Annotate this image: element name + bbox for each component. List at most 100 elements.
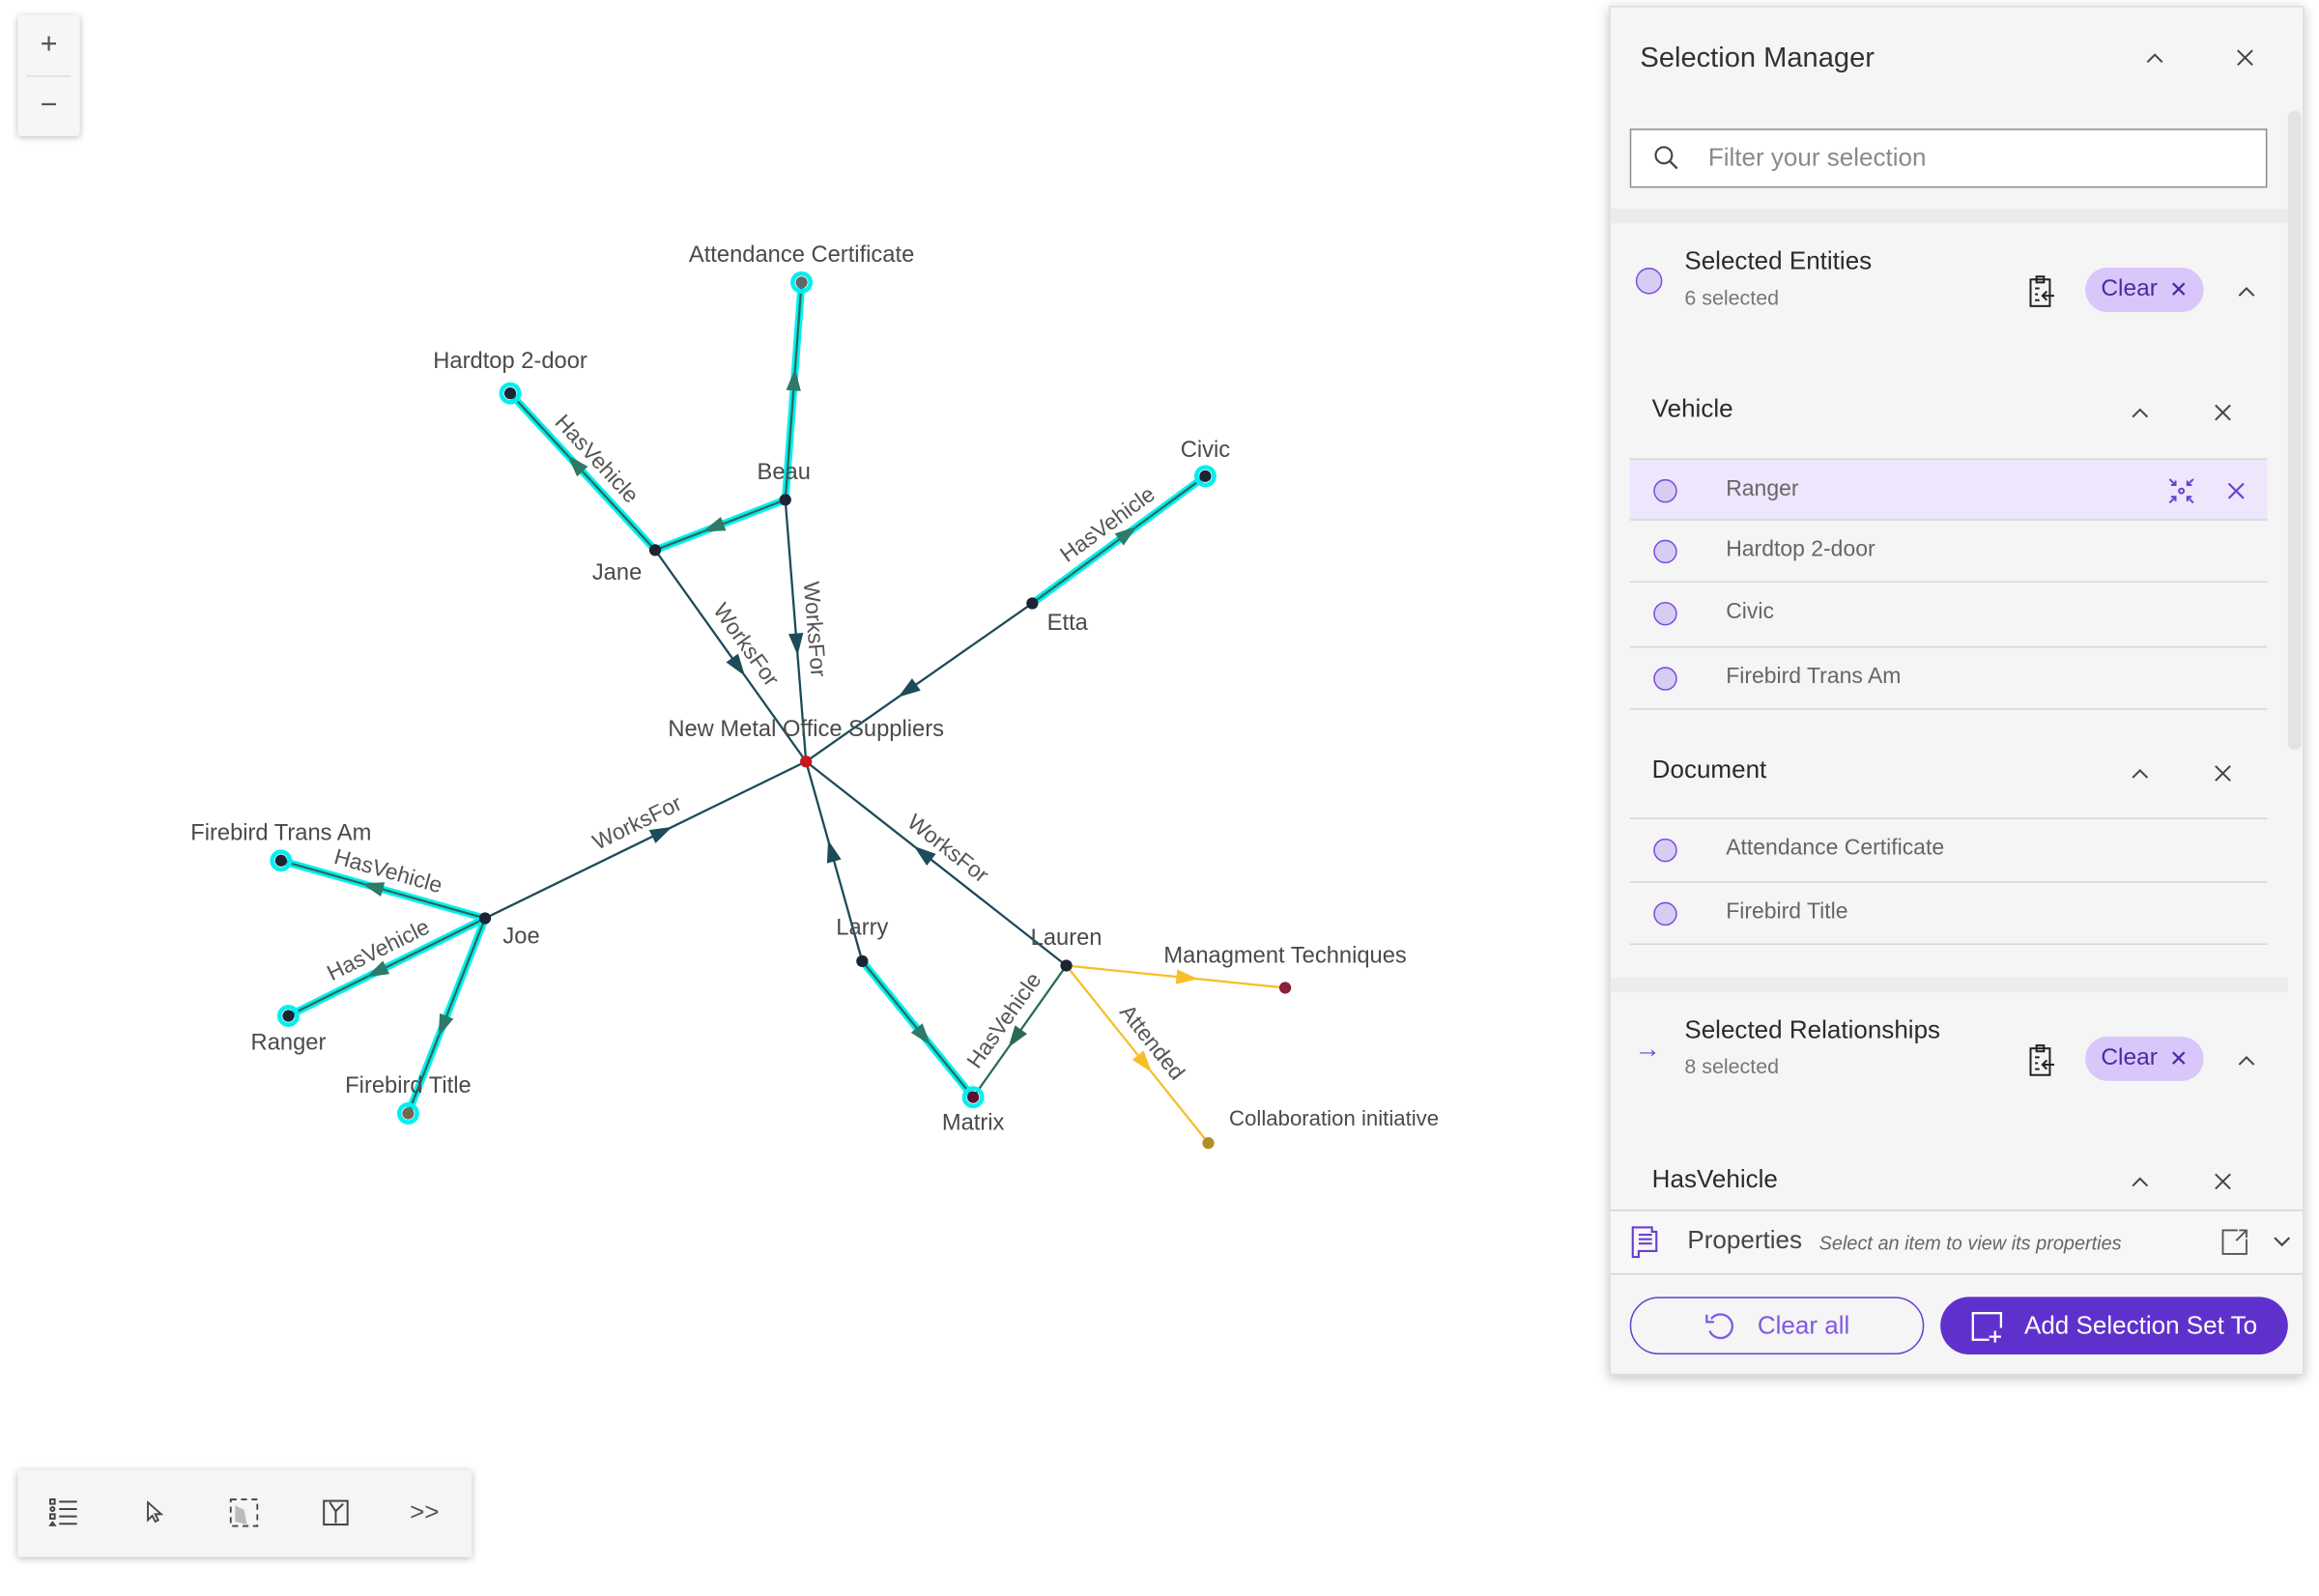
remove-vehicle-group-icon[interactable]: [2208, 398, 2238, 428]
node-jane[interactable]: Jane: [592, 544, 662, 585]
node-label: Collaboration initiative: [1229, 1106, 1439, 1130]
properties-bar[interactable]: Properties Select an item to view its pr…: [1610, 1210, 2304, 1275]
node-label: Jane: [592, 560, 642, 585]
edge-arrow-icon: [826, 840, 842, 864]
edge-arrow-icon: [913, 845, 936, 866]
edge-lauren-collab[interactable]: Attended: [1065, 964, 1210, 1144]
node-matrix[interactable]: Matrix: [942, 1086, 1005, 1136]
collapse-vehicle-chevron-icon[interactable]: [2125, 398, 2155, 428]
node-hardtop[interactable]: Hardtop 2-door: [433, 349, 587, 405]
clear-all-button[interactable]: Clear all: [1629, 1297, 1925, 1355]
edge-lauren-matrix[interactable]: HasVehicle: [961, 964, 1068, 1098]
entity-label: Civic: [1726, 598, 1774, 624]
node-dot: [478, 912, 492, 925]
node-ftitle[interactable]: Firebird Title: [345, 1073, 472, 1126]
edge-beau-attcert[interactable]: [781, 278, 806, 504]
expand-toolbar-icon[interactable]: >>: [410, 1497, 440, 1526]
edge-label: HasVehicle: [961, 968, 1046, 1073]
edge-line: [407, 918, 487, 1114]
node-mgmt[interactable]: Managment Techniques: [1163, 943, 1407, 994]
copy-to-clipboard-icon[interactable]: [2024, 1042, 2060, 1078]
node-attcert[interactable]: Attendance Certificate: [689, 242, 914, 294]
edge-arrow-icon: [1008, 1025, 1027, 1048]
entity-circle-icon: [1653, 901, 1677, 926]
remove-hasvehicle-group-icon[interactable]: [2208, 1167, 2238, 1197]
entity-circle-icon: [1635, 268, 1663, 295]
node-dot: [1278, 982, 1292, 994]
filter-by-shape-icon[interactable]: [313, 1491, 358, 1535]
reset-icon: [1705, 1312, 1734, 1339]
node-beau[interactable]: Beau: [758, 460, 811, 506]
node-label: Lauren: [1031, 926, 1102, 951]
collapse-entities-chevron-icon[interactable]: [2232, 276, 2262, 306]
open-external-icon[interactable]: [2221, 1229, 2248, 1256]
edge-jane-hardtop[interactable]: HasVehicle: [506, 389, 659, 555]
node-label: Firebird Trans Am: [190, 820, 371, 845]
copy-to-clipboard-icon[interactable]: [2024, 273, 2060, 309]
node-collab[interactable]: Collaboration initiative: [1202, 1106, 1439, 1150]
node-civic[interactable]: Civic: [1181, 438, 1231, 488]
edge-beau-jane[interactable]: [651, 496, 789, 555]
entity-row-firebird-trans-am[interactable]: Firebird Trans Am: [1629, 647, 2268, 710]
group-hasvehicle-title: HasVehicle: [1651, 1165, 1778, 1194]
collapse-document-chevron-icon[interactable]: [2125, 758, 2155, 788]
edge-etta-civic[interactable]: HasVehicle: [1028, 472, 1210, 608]
add-selection-icon: [1971, 1311, 2002, 1343]
entity-row-attendance-certificate[interactable]: Attendance Certificate: [1629, 817, 2268, 883]
edge-lauren-mgmt[interactable]: [1066, 964, 1286, 989]
filter-search-input[interactable]: [1704, 141, 2244, 175]
zoom-to-icon[interactable]: [2163, 474, 2199, 507]
edge-larry-nmos[interactable]: [805, 760, 864, 962]
graph-toolbar: >>: [17, 1469, 472, 1557]
edge-line: [1031, 474, 1207, 605]
node-fta[interactable]: Firebird Trans Am: [190, 820, 371, 872]
node-dot: [282, 1010, 295, 1022]
zoom-out-button[interactable]: −: [40, 88, 58, 122]
node-selection-ring: [1193, 465, 1217, 488]
panel-scrollbar[interactable]: [2287, 110, 2302, 751]
add-selection-set-button[interactable]: Add Selection Set To: [1940, 1297, 2288, 1355]
edge-joe-fta[interactable]: HasVehicle: [276, 843, 489, 923]
remove-document-group-icon[interactable]: [2208, 758, 2238, 788]
node-etta[interactable]: Etta: [1026, 597, 1089, 636]
filter-search-field[interactable]: [1629, 128, 2268, 188]
zoom-in-button[interactable]: +: [40, 28, 58, 61]
node-nmos[interactable]: New Metal Office Suppliers: [668, 717, 944, 768]
legend-list-icon[interactable]: [42, 1491, 86, 1535]
collapse-hasvehicle-chevron-icon[interactable]: [2125, 1167, 2155, 1197]
entity-label: Hardtop 2-door: [1726, 536, 1875, 562]
node-larry[interactable]: Larry: [836, 915, 888, 968]
entity-row-hardtop[interactable]: Hardtop 2-door: [1629, 521, 2268, 584]
lasso-select-icon[interactable]: [222, 1491, 267, 1535]
edge-etta-nmos[interactable]: [805, 602, 1034, 763]
edge-larry-matrix[interactable]: [858, 957, 977, 1101]
node-ranger[interactable]: Ranger: [251, 1005, 327, 1056]
edge-line: [784, 499, 808, 762]
node-lauren[interactable]: Lauren: [1031, 926, 1102, 972]
collapse-relationships-chevron-icon[interactable]: [2232, 1045, 2262, 1075]
entity-row-civic[interactable]: Civic: [1629, 583, 2268, 648]
edge-joe-ftitle[interactable]: [404, 914, 489, 1118]
entity-row-firebird-title[interactable]: Firebird Title: [1629, 883, 2268, 946]
expand-properties-chevron-icon[interactable]: [2274, 1237, 2291, 1248]
entity-circle-icon: [1653, 667, 1677, 691]
clear-entities-button[interactable]: Clear ✕: [2085, 268, 2204, 312]
node-label: Ranger: [251, 1031, 327, 1056]
selected-relationships-count: 8 selected: [1684, 1054, 1780, 1078]
section-divider: [1610, 208, 2288, 224]
clear-relationships-button[interactable]: Clear ✕: [2085, 1036, 2204, 1081]
collapse-panel-chevron-up-icon[interactable]: [2140, 43, 2170, 72]
close-panel-icon[interactable]: [2230, 43, 2260, 72]
node-joe[interactable]: Joe: [478, 912, 540, 950]
edge-arrow-icon: [648, 826, 673, 843]
node-selection-ring: [790, 271, 814, 294]
remove-item-icon[interactable]: [2221, 476, 2251, 506]
select-pointer-icon[interactable]: [133, 1491, 178, 1535]
close-icon: ✕: [2169, 1046, 2189, 1072]
entity-circle-icon: [1653, 601, 1677, 626]
entity-row-ranger[interactable]: Ranger: [1629, 458, 2268, 521]
node-label: Larry: [836, 915, 888, 940]
entity-label: Firebird Trans Am: [1726, 664, 1902, 690]
edge-joe-nmos[interactable]: WorksFor: [484, 760, 807, 920]
